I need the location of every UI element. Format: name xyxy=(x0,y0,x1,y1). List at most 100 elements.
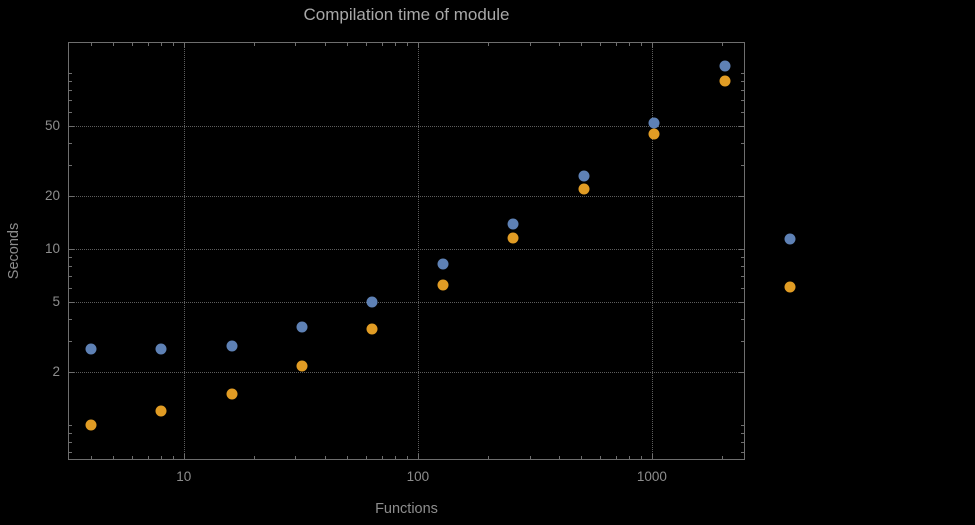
data-point xyxy=(85,343,97,355)
y-tick-mark xyxy=(69,256,72,258)
x-tick-mark xyxy=(629,43,631,46)
y-tick-label: 10 xyxy=(44,240,60,256)
data-point xyxy=(719,60,731,72)
y-tick-label: 2 xyxy=(52,363,60,379)
x-tick-mark xyxy=(254,43,256,46)
x-tick-mark xyxy=(581,456,583,459)
data-point xyxy=(155,405,167,417)
y-tick-mark xyxy=(741,81,744,83)
data-point xyxy=(648,117,660,129)
x-tick-mark xyxy=(651,43,653,48)
y-tick-mark xyxy=(69,318,72,320)
horizontal-gridline xyxy=(68,195,745,197)
x-tick-mark xyxy=(295,43,297,46)
y-tick-mark xyxy=(69,248,74,250)
x-tick-mark xyxy=(615,456,617,459)
x-tick-mark xyxy=(131,456,133,459)
x-tick-mark xyxy=(407,43,409,46)
x-tick-mark xyxy=(417,454,419,459)
y-tick-mark xyxy=(69,371,74,373)
x-tick-mark xyxy=(395,43,397,46)
x-tick-mark xyxy=(347,43,349,46)
x-tick-mark xyxy=(599,456,601,459)
y-tick-mark xyxy=(69,72,72,74)
data-point xyxy=(648,128,660,140)
x-tick-mark xyxy=(173,43,175,46)
x-tick-label: 1000 xyxy=(636,469,667,484)
data-point xyxy=(226,388,238,400)
y-tick-mark xyxy=(69,164,72,166)
y-tick-mark xyxy=(69,142,72,144)
y-tick-label: 5 xyxy=(52,293,60,309)
y-tick-mark xyxy=(741,432,744,434)
data-point xyxy=(578,170,590,182)
x-tick-mark xyxy=(147,456,149,459)
x-tick-mark xyxy=(651,454,653,459)
x-tick-mark xyxy=(641,456,643,459)
y-tick-mark xyxy=(69,451,72,453)
x-tick-mark xyxy=(324,43,326,46)
y-tick-mark xyxy=(69,287,72,289)
data-point xyxy=(296,360,308,372)
x-tick-mark xyxy=(365,456,367,459)
x-tick-mark xyxy=(113,456,115,459)
y-tick-mark xyxy=(69,195,74,197)
x-tick-mark xyxy=(381,43,383,46)
data-point xyxy=(155,343,167,355)
x-tick-mark xyxy=(161,43,163,46)
x-tick-mark xyxy=(90,456,92,459)
y-tick-mark xyxy=(741,276,744,278)
y-tick-mark xyxy=(741,287,744,289)
data-point xyxy=(226,340,238,352)
data-point xyxy=(366,323,378,335)
y-tick-mark xyxy=(741,142,744,144)
data-point xyxy=(437,258,449,270)
x-tick-mark xyxy=(529,456,531,459)
y-tick-mark xyxy=(69,301,74,303)
y-tick-label: 50 xyxy=(44,117,60,133)
y-tick-mark xyxy=(741,441,744,443)
data-point xyxy=(296,321,308,333)
x-tick-mark xyxy=(599,43,601,46)
x-tick-mark xyxy=(254,456,256,459)
horizontal-gridline xyxy=(68,248,745,250)
y-tick-mark xyxy=(741,256,744,258)
x-tick-mark xyxy=(407,456,409,459)
x-tick-label: 10 xyxy=(176,469,192,484)
x-tick-mark xyxy=(147,43,149,46)
horizontal-gridline xyxy=(68,371,745,373)
y-tick-mark xyxy=(741,318,744,320)
data-point xyxy=(507,218,519,230)
x-tick-mark xyxy=(324,456,326,459)
x-tick-mark xyxy=(722,43,724,46)
data-point xyxy=(366,296,378,308)
y-tick-mark xyxy=(741,100,744,102)
x-tick-mark xyxy=(488,456,490,459)
x-tick-label: 100 xyxy=(406,469,430,484)
x-tick-mark xyxy=(161,456,163,459)
data-point xyxy=(578,183,590,195)
plot-frame xyxy=(68,42,745,460)
legend-marker-blue xyxy=(784,233,796,245)
y-tick-mark xyxy=(741,451,744,453)
y-tick-mark xyxy=(69,441,72,443)
x-tick-mark xyxy=(615,43,617,46)
y-tick-mark xyxy=(739,371,744,373)
data-point xyxy=(437,279,449,291)
x-tick-mark xyxy=(347,456,349,459)
y-tick-mark xyxy=(741,265,744,267)
vertical-gridline xyxy=(417,42,419,460)
y-tick-mark xyxy=(69,432,72,434)
x-tick-mark xyxy=(558,43,560,46)
data-point xyxy=(719,75,731,87)
y-tick-mark xyxy=(69,276,72,278)
y-tick-mark xyxy=(69,90,72,91)
x-tick-mark xyxy=(722,456,724,459)
x-tick-mark xyxy=(395,456,397,459)
x-tick-mark xyxy=(641,43,643,46)
x-tick-mark xyxy=(629,456,631,459)
y-tick-mark xyxy=(69,111,72,113)
x-tick-mark xyxy=(417,43,419,48)
y-tick-mark xyxy=(69,81,72,83)
